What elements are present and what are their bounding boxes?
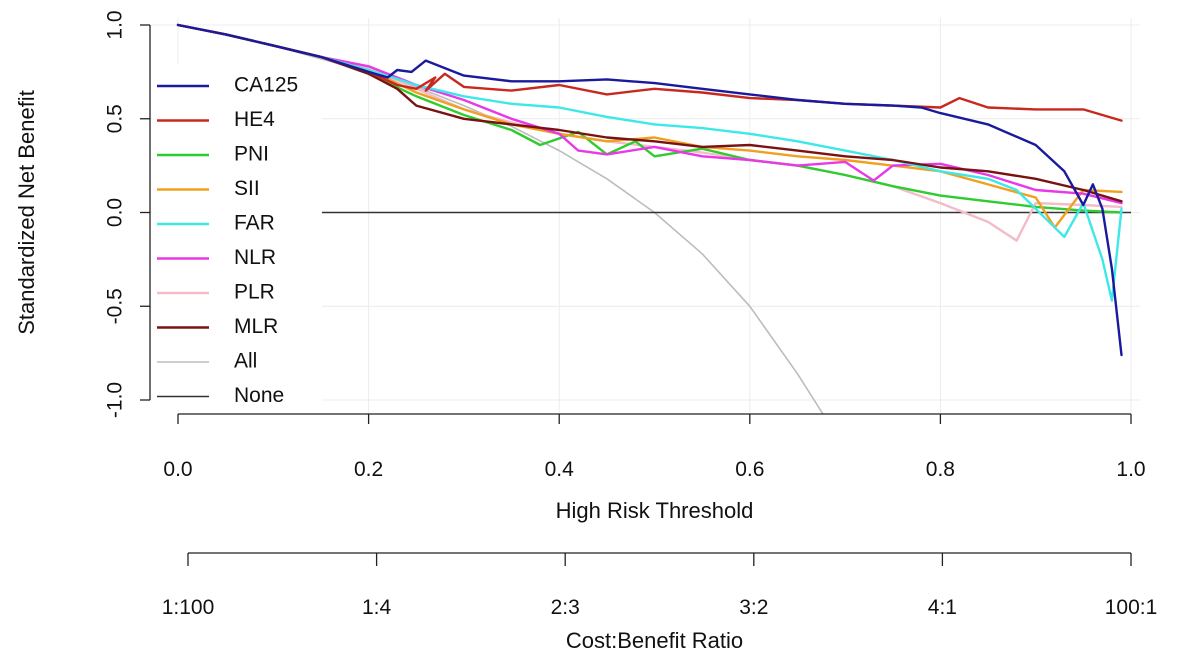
x-tick-label: 0.2 — [354, 458, 383, 481]
legend-label-all: All — [234, 350, 257, 373]
cost-benefit-label: 1:4 — [362, 596, 392, 619]
series-line-ca125 — [176, 23, 1123, 357]
x-axis-title: High Risk Threshold — [556, 498, 754, 523]
legend-label-mlr: MLR — [234, 315, 278, 338]
legend-label-he4: HE4 — [234, 108, 275, 131]
y-tick-label: -0.5 — [104, 288, 127, 324]
cost-benefit-label: 3:2 — [739, 596, 768, 619]
y-tick-label: -1.0 — [104, 382, 127, 418]
y-tick-label: 1.0 — [104, 10, 127, 39]
cost-benefit-label: 1:100 — [162, 596, 215, 619]
legend: CA125 HE4 PNI SII FAR NLR PLR MLR All None — [152, 64, 322, 410]
legend-label-plr: PLR — [234, 281, 275, 304]
x-tick-label: 0.8 — [926, 458, 955, 481]
legend-label-ca125: CA125 — [234, 74, 298, 97]
legend-label-pni: PNI — [234, 143, 269, 166]
x-tick-label: 1.0 — [1116, 458, 1145, 481]
legend-label-nlr: NLR — [234, 246, 276, 269]
cost-benefit-label: 2:3 — [551, 596, 580, 619]
x-tick-label: 0.0 — [163, 458, 192, 481]
axes: Standardized Net Benefit High Risk Thres… — [14, 10, 1157, 653]
series-line-far — [176, 23, 1123, 302]
legend-label-sii: SII — [234, 177, 260, 200]
cost-benefit-label: 4:1 — [928, 596, 957, 619]
y-tick-label: 0.0 — [104, 198, 127, 227]
y-axis-title: Standardized Net Benefit — [14, 90, 39, 335]
cost-benefit-axis-title: Cost:Benefit Ratio — [566, 628, 743, 653]
x-tick-label: 0.4 — [545, 458, 575, 481]
series-line-nlr — [176, 23, 1123, 205]
cost-benefit-label: 100:1 — [1105, 596, 1158, 619]
legend-label-far: FAR — [234, 212, 275, 235]
series-lines — [176, 23, 1131, 414]
x-tick-label: 0.6 — [735, 458, 764, 481]
y-tick-label: 0.5 — [104, 104, 127, 133]
legend-label-none: None — [234, 384, 284, 407]
